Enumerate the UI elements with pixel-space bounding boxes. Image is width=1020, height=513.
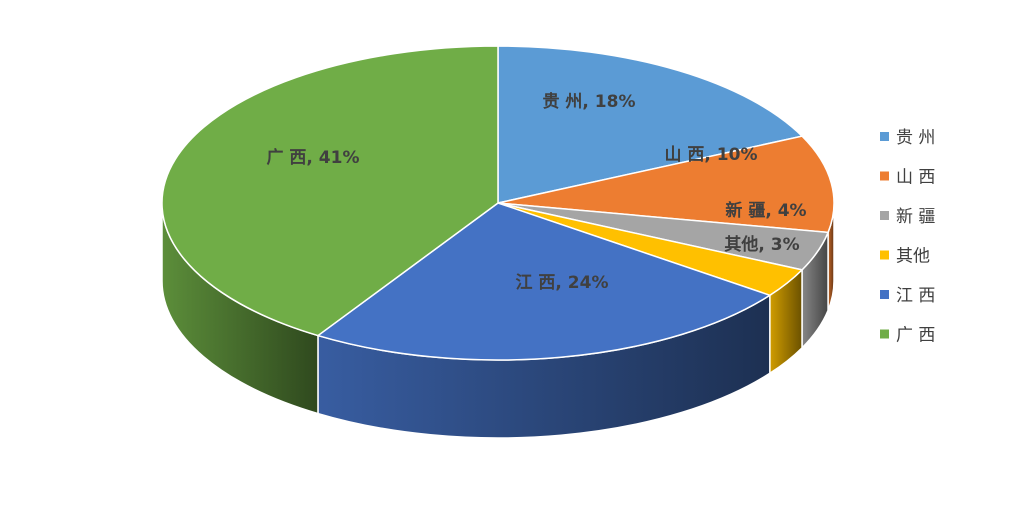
legend-swatch-4 bbox=[880, 290, 889, 299]
slice-labels: 贵 州, 18% 山 西, 10% 新 疆, 4% 其他, 3% 江 西, 24% 广 西… bbox=[267, 91, 807, 293]
legend-label-2: 新 疆 bbox=[896, 207, 935, 227]
pie-sides bbox=[161, 202, 835, 439]
pie-slice-1 bbox=[497, 135, 835, 234]
data-label-5: 广 西, 41% bbox=[267, 147, 360, 168]
legend-swatch-5 bbox=[880, 329, 889, 339]
legend-swatch-3 bbox=[880, 250, 889, 260]
data-label-2: 新 疆, 4% bbox=[725, 200, 806, 221]
pie-tops bbox=[161, 45, 835, 361]
legend-swatch-2 bbox=[880, 211, 889, 220]
legend-label-4: 江 西 bbox=[896, 286, 935, 306]
data-label-1: 山 西, 10% bbox=[665, 145, 758, 165]
legend-swatch-0 bbox=[880, 132, 889, 141]
legend-label-0: 贵 州 bbox=[896, 128, 935, 148]
data-label-4: 江 西, 24% bbox=[516, 273, 609, 293]
legend-swatch-1 bbox=[880, 171, 889, 181]
legend-label-5: 广 西 bbox=[896, 326, 935, 346]
pie-slice-0 bbox=[497, 45, 804, 204]
data-label-3: 其他, 3% bbox=[724, 234, 799, 255]
legend-label-3: 其他 bbox=[896, 247, 930, 267]
data-label-0: 贵 州, 18% bbox=[543, 91, 636, 112]
pie-slice-5 bbox=[161, 45, 499, 337]
legend-label-1: 山 西 bbox=[896, 168, 935, 188]
pie-slice-4 bbox=[316, 202, 772, 361]
